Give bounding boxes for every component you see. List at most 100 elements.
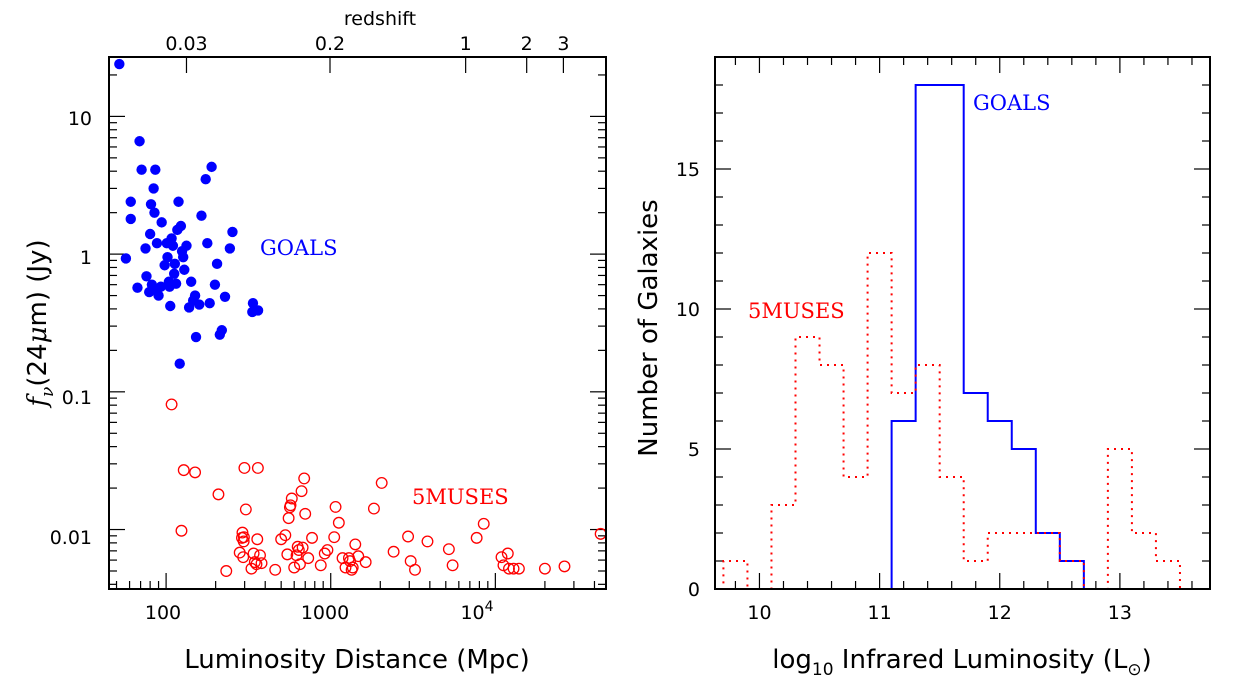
5muses-point bbox=[220, 565, 233, 577]
goals-point bbox=[150, 164, 161, 175]
goals-point bbox=[170, 278, 182, 289]
xlabel-end: ) bbox=[1142, 645, 1152, 675]
goals-point bbox=[196, 210, 207, 221]
5muses-point bbox=[558, 560, 571, 573]
5muses-point bbox=[409, 563, 421, 576]
y-tick-label-1: 1 bbox=[80, 247, 92, 269]
5muses-point bbox=[189, 466, 202, 479]
goals-point bbox=[114, 58, 125, 70]
goals-point bbox=[165, 300, 176, 312]
x-tick-label-1000: 1000 bbox=[301, 602, 349, 624]
goals-point bbox=[144, 228, 156, 240]
5muses-point bbox=[421, 535, 434, 548]
5muses-point bbox=[302, 552, 315, 565]
ylabel-mu: μ bbox=[23, 326, 53, 343]
5muses-point bbox=[255, 557, 268, 570]
goals-point bbox=[175, 220, 187, 232]
xlabel-sun-symbol: ⊙ bbox=[1127, 660, 1141, 680]
goals-point bbox=[162, 251, 173, 263]
5muses-point bbox=[402, 530, 415, 543]
goals-point bbox=[247, 298, 259, 309]
goals-point bbox=[120, 253, 132, 264]
x-tick-label-1e4-exp: 4 bbox=[485, 599, 494, 615]
5muses-point bbox=[352, 550, 365, 563]
5muses-point bbox=[269, 563, 282, 576]
y-tick-label-0.01: 0.01 bbox=[50, 527, 92, 549]
goals-point bbox=[134, 136, 145, 147]
5muses-point bbox=[251, 462, 264, 474]
5muses-point bbox=[328, 531, 341, 544]
5muses-point bbox=[503, 562, 515, 575]
5muses-point bbox=[349, 538, 362, 551]
goals-point bbox=[141, 271, 152, 282]
5muses-point bbox=[446, 559, 459, 572]
ylabel-open: (24 bbox=[23, 343, 53, 386]
ylabel-close: m) (Jy) bbox=[23, 239, 53, 326]
goals-point bbox=[169, 258, 181, 270]
y-tick-label-10: 10 bbox=[68, 108, 92, 130]
goals-point bbox=[168, 268, 180, 279]
top-tick-label-3: 3 bbox=[557, 33, 569, 55]
goals-point bbox=[200, 173, 211, 185]
top-tick-label-0.03: 0.03 bbox=[165, 33, 207, 55]
hist-y-tick-15: 15 bbox=[676, 159, 700, 181]
goals-point bbox=[252, 305, 264, 316]
5muses-point bbox=[285, 492, 298, 505]
xlabel-rest: Infrared Luminosity (L bbox=[834, 645, 1128, 675]
5muses-point bbox=[477, 517, 490, 530]
5muses-point bbox=[275, 533, 288, 546]
5muses-point bbox=[495, 551, 508, 564]
5muses-point bbox=[212, 488, 225, 501]
5muses-point bbox=[346, 561, 359, 574]
5muses-point bbox=[288, 561, 301, 574]
5muses-point bbox=[329, 500, 342, 513]
5muses-point bbox=[296, 541, 309, 554]
goals-point bbox=[204, 298, 215, 309]
goals-point bbox=[190, 331, 202, 343]
goals-point bbox=[224, 243, 236, 254]
5muses-point bbox=[318, 547, 331, 560]
goals-annotation-right: GOALS bbox=[973, 91, 1051, 115]
goals-point bbox=[216, 325, 228, 336]
left-scatter-panel: 100 1000 104 10 1 0.1 0.01 0.03 0.2 1 2 … bbox=[23, 8, 607, 675]
5muses-point bbox=[237, 551, 250, 564]
goals-point bbox=[202, 238, 213, 249]
goals-point bbox=[209, 279, 221, 290]
right-ticks bbox=[715, 57, 1210, 590]
x-tick-label-1e4: 104 bbox=[460, 599, 493, 624]
5muses-point bbox=[442, 543, 455, 556]
5muses-point bbox=[279, 529, 292, 542]
goals-point bbox=[136, 164, 147, 175]
goals-point bbox=[140, 243, 151, 254]
5muses-point bbox=[375, 476, 388, 489]
5muses-point bbox=[293, 558, 306, 571]
right-histogram-bars bbox=[715, 84, 1210, 590]
goals-point bbox=[173, 196, 184, 207]
xlabel-log: log bbox=[772, 645, 812, 675]
5muses-point bbox=[512, 562, 525, 575]
5muses-histogram-line bbox=[715, 252, 1210, 590]
5muses-point bbox=[281, 548, 294, 561]
5muses-point bbox=[237, 535, 250, 548]
5muses-point bbox=[165, 398, 178, 411]
goals-point bbox=[181, 240, 192, 251]
5muses-point bbox=[284, 499, 297, 512]
hist-x-tick-13: 13 bbox=[1108, 602, 1132, 624]
5muses-point bbox=[295, 485, 308, 498]
right-x-axis-title: log10 Infrared Luminosity (L⊙) bbox=[772, 645, 1151, 680]
5muses-point bbox=[538, 562, 551, 575]
5muses-annotation-right: 5MUSES bbox=[748, 299, 845, 323]
goals-point bbox=[148, 183, 159, 194]
goals-point bbox=[206, 161, 217, 173]
hist-x-tick-11: 11 bbox=[868, 602, 892, 624]
goals-point bbox=[149, 207, 160, 218]
top-tick-label-2: 2 bbox=[521, 33, 533, 55]
5muses-point bbox=[254, 549, 266, 562]
5muses-point bbox=[238, 462, 251, 474]
5muses-point bbox=[332, 516, 345, 529]
5muses-point bbox=[298, 472, 311, 485]
goals-histogram-line bbox=[715, 84, 1210, 590]
5muses-point bbox=[251, 533, 264, 546]
5muses-point bbox=[239, 503, 252, 516]
